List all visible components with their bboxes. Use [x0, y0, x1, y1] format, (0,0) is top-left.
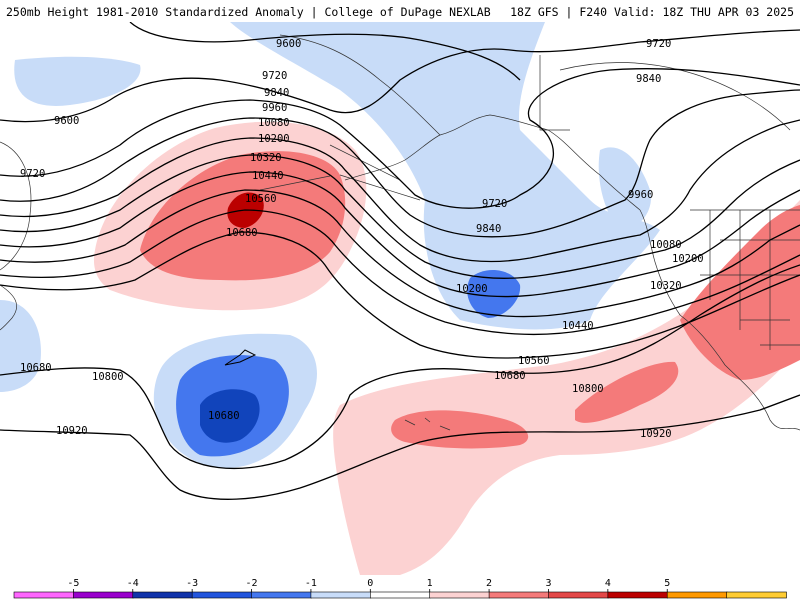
legend-tick-label: -3 [186, 578, 198, 589]
contour-label: 9600 [276, 38, 301, 50]
contour-label: 10680 [20, 362, 52, 374]
contour-label: 10680 [494, 370, 526, 382]
legend-tick-label: -5 [67, 578, 79, 589]
height-contours [0, 22, 800, 500]
contour-label: 9600 [54, 115, 79, 127]
legend-swatch [370, 591, 431, 599]
contour-label: 9720 [262, 70, 287, 82]
legend-swatch [726, 591, 787, 599]
legend-swatch [73, 591, 134, 599]
negative-anomaly-area [598, 147, 651, 230]
legend-swatch [310, 591, 372, 599]
contour-label: 10440 [562, 320, 594, 332]
color-scale-ticks: -5 -4 -3 -2 -1 0 1 2 3 4 5 [67, 578, 670, 592]
legend-swatch [548, 591, 609, 599]
contour-label: 10080 [258, 117, 290, 129]
contour-label: 9720 [646, 38, 671, 50]
legend-tick-label: 5 [664, 578, 670, 589]
contour-label: 10800 [92, 371, 124, 383]
legend-swatch [607, 591, 669, 599]
contour-label: 9720 [482, 198, 507, 210]
legend-swatch [429, 591, 490, 599]
negative-anomaly-area [230, 22, 660, 330]
legend-tick-label: -2 [246, 578, 258, 589]
contour-label: 10080 [650, 239, 682, 251]
contour-label: 10200 [672, 253, 704, 265]
contour-label: 10560 [518, 355, 550, 367]
contour-labels: 9600 9600 9720 9720 9720 9720 9840 9840 … [20, 38, 704, 440]
contour-label: 10320 [650, 280, 682, 292]
contour-label: 10200 [258, 133, 290, 145]
contour-label: 9960 [262, 102, 287, 114]
anomaly-map: 9600 9600 9720 9720 9720 9720 9840 9840 … [0, 22, 800, 575]
contour-label: 9720 [20, 168, 45, 180]
legend-tick-label: 2 [486, 578, 492, 589]
positive-anomaly-area [575, 361, 679, 423]
contour-label: 10200 [456, 283, 488, 295]
contour-label: 10440 [252, 170, 284, 182]
legend-swatch [132, 591, 193, 599]
legend-tick-label: 0 [367, 578, 373, 589]
contour-label: 10680 [226, 227, 258, 239]
legend-swatch [13, 591, 75, 599]
contour-label: 10320 [250, 152, 282, 164]
contour-label: 9840 [636, 73, 661, 85]
anomaly-shading [0, 22, 800, 575]
legend-swatch [488, 591, 550, 599]
contour-label: 10920 [640, 428, 672, 440]
color-scale-bar [13, 591, 787, 599]
contour-label: 10800 [572, 383, 604, 395]
contour-label: 9840 [476, 223, 501, 235]
map-title: 250mb Height 1981-2010 Standardized Anom… [6, 5, 491, 19]
negative-anomaly-area [14, 56, 141, 106]
contour-label: 9840 [264, 87, 289, 99]
contour-label: 10920 [56, 425, 88, 437]
negative-anomaly-area [0, 300, 41, 392]
legend-tick-label: -1 [305, 578, 317, 589]
contour-label: 10680 [208, 410, 240, 422]
legend-swatch [251, 591, 312, 599]
contour-label: 9960 [628, 189, 653, 201]
positive-anomaly-area [333, 200, 800, 575]
color-scale-legend: -5 -4 -3 -2 -1 0 1 2 3 4 5 [0, 575, 800, 600]
legend-swatch [666, 591, 728, 599]
legend-swatch [191, 591, 253, 599]
legend-tick-label: 1 [427, 578, 433, 589]
legend-tick-label: -4 [127, 578, 139, 589]
contour-label: 10560 [245, 193, 277, 205]
negative-anomaly-area [200, 389, 260, 443]
legend-tick-label: 4 [605, 578, 611, 589]
map-header: 250mb Height 1981-2010 Standardized Anom… [0, 0, 800, 22]
positive-anomaly-area [391, 410, 529, 449]
model-run-info: 18Z GFS | F240 Valid: 18Z THU APR 03 202… [510, 5, 794, 19]
negative-anomaly-area [467, 269, 521, 318]
legend-tick-label: 3 [545, 578, 551, 589]
